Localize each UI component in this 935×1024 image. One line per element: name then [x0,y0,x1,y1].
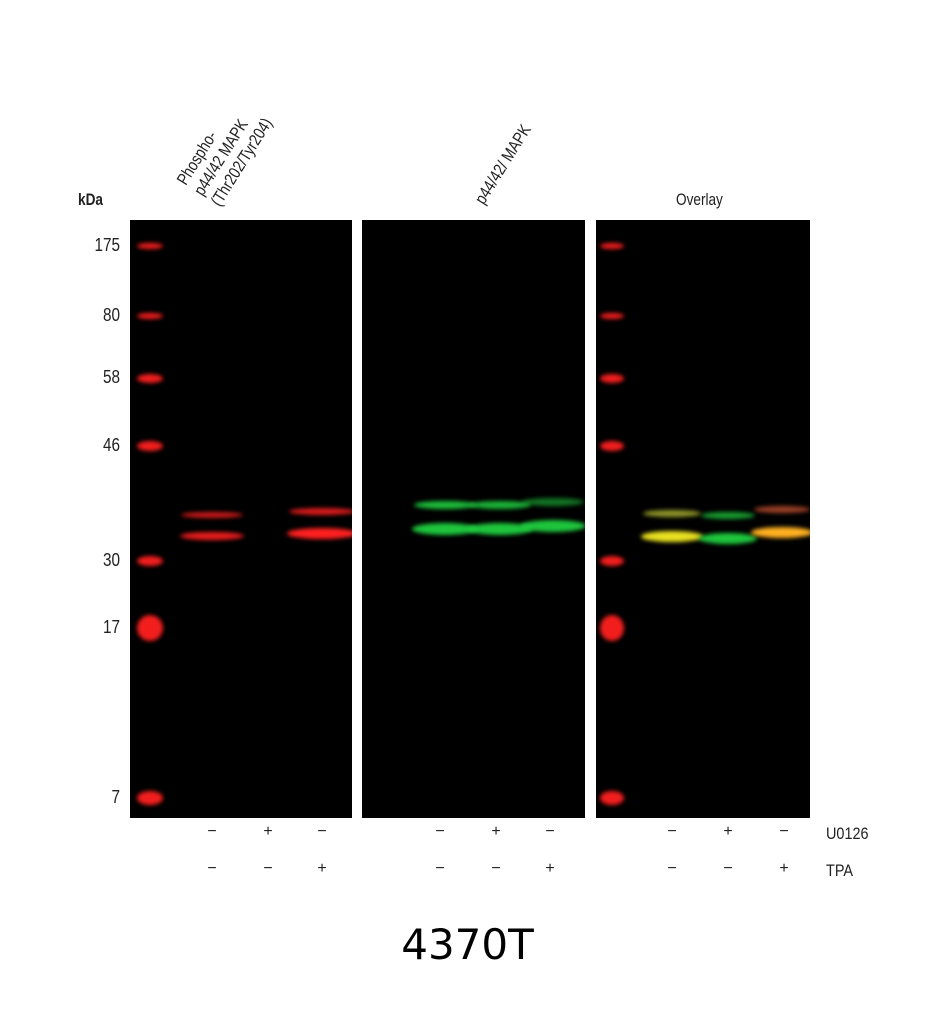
band-p44 [754,505,810,513]
treatment-label: U0126 [826,824,869,843]
treatment-sign: + [491,823,501,840]
band-p44 [522,498,584,506]
panel3-title: Overlay [676,190,723,209]
treatment-sign: − [667,860,677,877]
mw-marker-label: 46 [102,435,120,455]
title-line: p44/42/ MAPK [471,121,535,208]
catalog-number: 4370T [401,920,534,969]
band-p44 [469,501,531,509]
ladder-band [600,556,624,566]
band-p42 [412,523,478,535]
treatment-label: TPA [826,861,854,880]
blot-panel-overlay [596,220,810,818]
mw-marker-label: 175 [94,235,120,255]
ladder-band [137,441,163,451]
ladder-band [137,243,163,249]
band-p42 [520,520,585,532]
ladder-band [137,313,163,319]
panel1-title: Phospho- p44/42 MAPK (Thr202/Tyr204) [173,93,277,210]
ladder-band [137,556,163,566]
panel2-title: p44/42/ MAPK [471,121,536,208]
treatment-sign: − [435,860,445,877]
treatment-sign: − [207,823,217,840]
ladder-band [600,373,624,383]
treatment-sign: + [263,823,273,840]
mw-marker-label: 30 [102,550,120,570]
band-p42 [699,532,757,544]
ladder-band [137,373,163,383]
treatment-sign: − [207,860,217,877]
mw-marker-label: 58 [102,367,120,387]
band-p42 [287,527,352,539]
band-p42 [641,530,703,542]
mw-marker-label: 7 [111,787,120,807]
treatment-sign: − [317,823,327,840]
treatment-sign: − [491,860,501,877]
ladder-band [137,791,163,805]
band-p44 [414,501,476,509]
mw-marker-label: 80 [102,305,120,325]
treatment-sign: − [435,823,445,840]
ladder-band [600,441,624,451]
blot-panel-phospho [130,220,352,818]
treatment-sign: − [667,823,677,840]
band-p42 [180,532,244,540]
band-p44 [289,507,352,515]
treatment-sign: − [779,823,789,840]
mw-marker-label: 17 [102,617,120,637]
ladder-band [600,791,624,805]
ladder-band [137,615,163,641]
band-p44 [181,512,243,518]
treatment-sign: + [545,860,555,877]
treatment-sign: − [545,823,555,840]
treatment-sign: + [779,860,789,877]
treatment-sign: + [723,823,733,840]
band-p44 [701,511,755,519]
treatment-sign: + [317,860,327,877]
kda-label: kDa [78,190,103,209]
ladder-band [600,313,624,319]
band-p42 [751,526,810,538]
band-p42 [467,523,533,535]
treatment-sign: − [263,860,273,877]
ladder-band [600,243,624,249]
ladder-band [600,615,624,641]
treatment-sign: − [723,860,733,877]
blot-panel-total [362,220,585,818]
band-p44 [643,509,701,517]
